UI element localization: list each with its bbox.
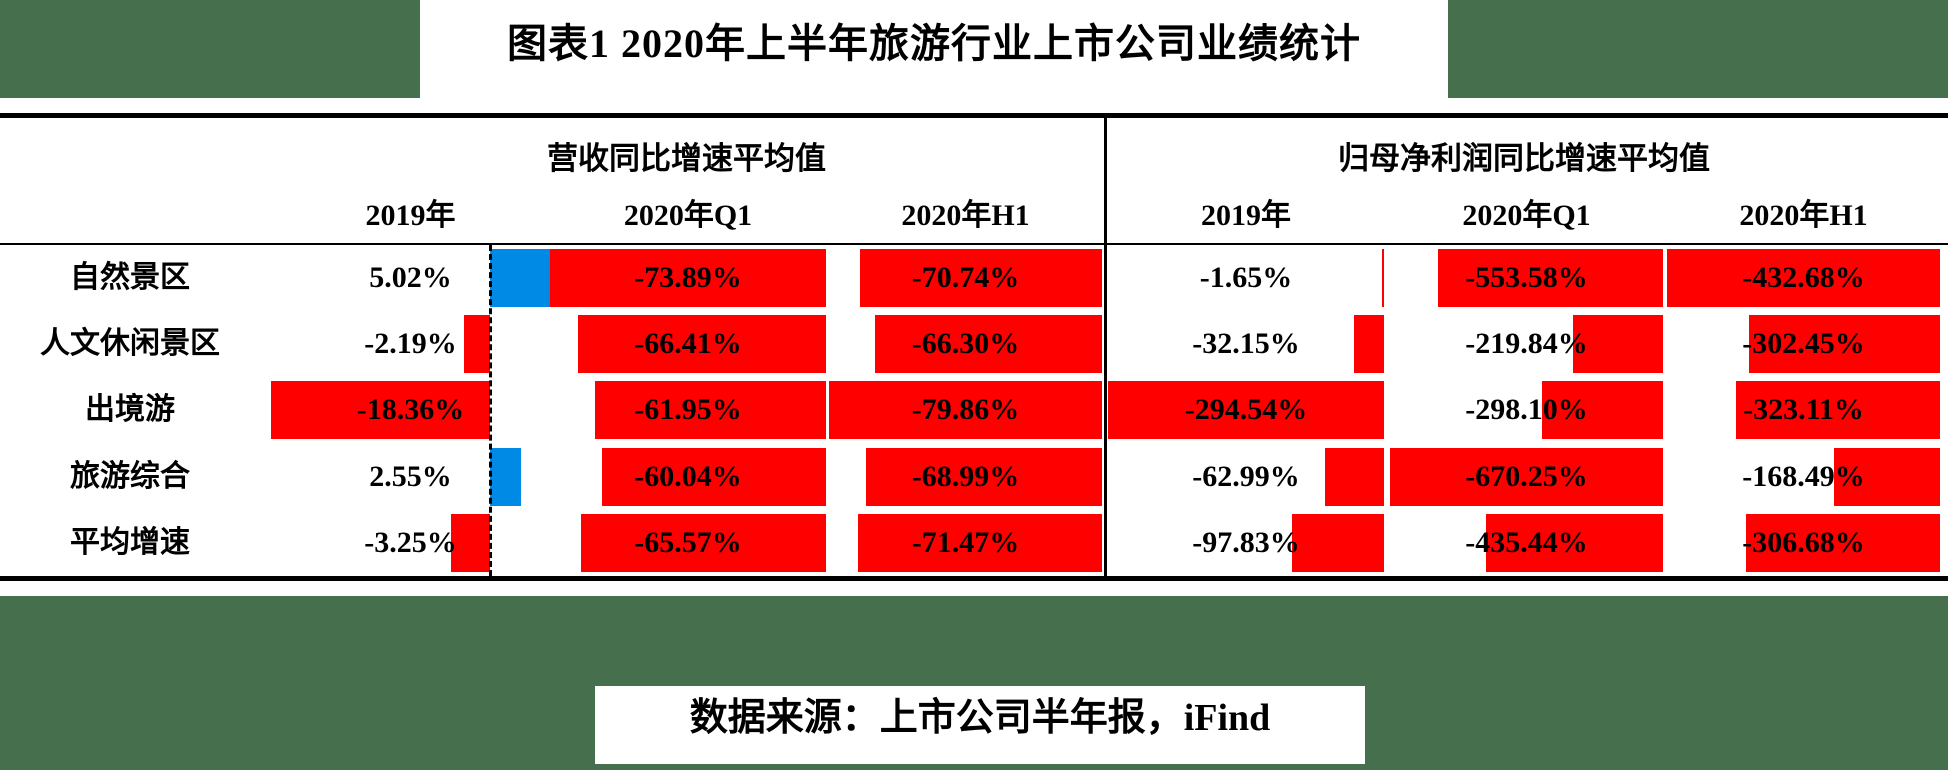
- column-header: 2020年Q1: [623, 199, 753, 232]
- row-label: 平均增速: [70, 525, 190, 559]
- column-header: 2020年Q1: [1462, 199, 1591, 232]
- data-bar-negative: [875, 315, 1102, 374]
- data-bar-negative: [1667, 249, 1940, 307]
- data-bar-negative: [1573, 315, 1663, 374]
- value-cell: -68.99%: [911, 459, 1020, 493]
- value-cell: -97.83%: [1192, 525, 1300, 559]
- data-bar-positive: [490, 447, 521, 506]
- data-bar-positive: [490, 249, 550, 307]
- value-cell: -2.19%: [364, 327, 457, 361]
- value-cell: -432.68%: [1742, 261, 1865, 294]
- data-bar-negative: [451, 513, 491, 572]
- data-bar-negative: [594, 381, 826, 440]
- value-cell: -294.54%: [1184, 393, 1308, 427]
- value-cell: -168.49%: [1742, 459, 1865, 493]
- value-cell: -18.36%: [356, 393, 465, 427]
- value-cell: -1.65%: [1199, 261, 1293, 294]
- data-bar-negative: [1108, 381, 1384, 440]
- value-cell: -71.47%: [911, 525, 1020, 559]
- column-header: 2020年H1: [901, 199, 1030, 232]
- data-bar-negative: [271, 381, 491, 440]
- value-cell: 5.02%: [369, 261, 452, 294]
- value-cell: -323.11%: [1743, 393, 1864, 427]
- value-cell: -70.74%: [911, 261, 1020, 294]
- data-bar-negative: [860, 249, 1102, 307]
- value-cell: -61.95%: [634, 393, 742, 427]
- value-cell: -435.44%: [1465, 525, 1588, 559]
- value-cell: 2.55%: [369, 459, 452, 493]
- data-bar-negative: [601, 447, 826, 506]
- value-cell: -32.15%: [1192, 327, 1300, 361]
- row-label: 人文休闲景区: [40, 327, 220, 361]
- row-label: 出境游: [85, 393, 175, 427]
- value-cell: -298.10%: [1465, 393, 1588, 427]
- title-background-stripe: [420, 0, 1448, 98]
- row-label: 旅游综合: [70, 459, 190, 493]
- table-top-border: [0, 113, 1948, 118]
- column-header: 2019年: [365, 199, 456, 232]
- table-bottom-border: [0, 576, 1948, 581]
- value-cell: -670.25%: [1465, 459, 1588, 493]
- value-cell: -66.30%: [911, 327, 1020, 361]
- data-bar-negative: [550, 249, 826, 307]
- data-bar-negative: [1382, 249, 1384, 307]
- value-cell: -3.25%: [364, 525, 457, 559]
- value-cell: -62.99%: [1192, 459, 1300, 493]
- data-bar-negative: [1833, 447, 1940, 506]
- data-bar-negative: [1746, 513, 1940, 572]
- value-cell: -219.84%: [1465, 327, 1588, 361]
- header-separator-line: [0, 243, 1948, 245]
- data-bar-negative: [577, 315, 826, 374]
- value-cell: -302.45%: [1742, 327, 1865, 361]
- data-bar-negative: [1541, 381, 1663, 440]
- data-bar-negative: [1353, 315, 1384, 374]
- column-header: 2019年: [1201, 199, 1291, 232]
- data-bar-negative: [866, 447, 1102, 506]
- group-divider-line: [1104, 118, 1107, 576]
- data-source-caption: 数据来源：上市公司半年报，iFind: [689, 697, 1271, 739]
- value-cell: -66.41%: [634, 327, 742, 361]
- data-bar-negative: [1485, 513, 1663, 572]
- data-bar-negative: [1749, 315, 1940, 374]
- data-bar-negative: [857, 513, 1102, 572]
- value-cell: -60.04%: [634, 459, 742, 493]
- value-cell: -553.58%: [1465, 261, 1588, 294]
- data-bar-negative: [1324, 447, 1384, 506]
- value-cell: -65.57%: [634, 525, 742, 559]
- source-background-stripe: [595, 686, 1365, 764]
- group-header: 归母净利润同比增速平均值: [1338, 140, 1710, 176]
- data-bar-negative: [1437, 249, 1663, 307]
- value-cell: -79.86%: [911, 393, 1020, 427]
- data-bar-negative: [829, 381, 1102, 440]
- value-cell: -306.68%: [1742, 525, 1865, 559]
- data-bar-negative: [1292, 513, 1384, 572]
- group-header: 营收同比增速平均值: [547, 140, 826, 176]
- figure-title: 图表1 2020年上半年旅游行业上市公司业绩统计: [507, 21, 1361, 66]
- data-bar-negative: [1736, 381, 1940, 440]
- data-bar-negative: [463, 315, 491, 374]
- databar-axis-line: [488, 245, 492, 576]
- data-bar-negative: [1390, 447, 1663, 506]
- column-header: 2020年H1: [1739, 199, 1868, 232]
- value-cell: -73.89%: [634, 261, 742, 294]
- row-label: 自然景区: [70, 261, 190, 294]
- data-bar-negative: [581, 513, 826, 572]
